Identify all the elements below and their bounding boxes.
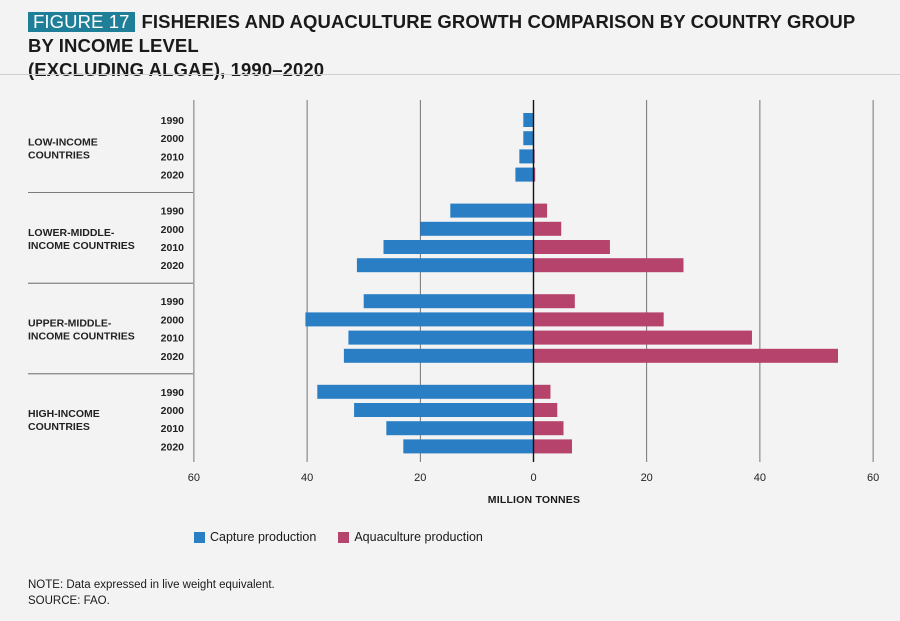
capture-bar-0-1 — [523, 131, 534, 146]
capture-bar-1-0 — [450, 203, 534, 218]
year-label-1-1: 2000 — [161, 224, 185, 236]
x-tick-label-1: 40 — [301, 472, 313, 484]
capture-bar-1-1 — [420, 221, 534, 236]
capture-bar-3-3 — [403, 439, 534, 454]
capture-bar-2-3 — [343, 348, 534, 363]
year-label-2-2: 2010 — [161, 333, 185, 345]
aquaculture-bar-3-1 — [533, 403, 558, 417]
year-label-2-3: 2020 — [161, 351, 185, 363]
figure-header: FIGURE 17 FISHERIES AND AQUACULTURE GROWT… — [28, 10, 878, 82]
x-tick-label-6: 60 — [867, 472, 879, 484]
legend-label-capture: Capture production — [210, 530, 317, 544]
aquaculture-bar-2-2 — [533, 330, 752, 345]
year-label-1-2: 2010 — [161, 242, 185, 254]
year-label-3-3: 2020 — [161, 441, 185, 453]
capture-bar-3-1 — [354, 403, 534, 417]
group-label-1-line-0: LOWER-MIDDLE- — [28, 227, 115, 239]
aquaculture-bar-3-0 — [533, 384, 551, 399]
legend-swatch-capture — [194, 531, 205, 543]
figure-badge: FIGURE 17 — [28, 12, 135, 32]
aquaculture-bar-1-3 — [533, 258, 684, 273]
capture-bar-0-2 — [519, 149, 534, 164]
capture-bar-0-0 — [523, 113, 534, 127]
figure-title: FIGURE 17 FISHERIES AND AQUACULTURE GROWT… — [28, 10, 878, 82]
group-label-3-line-0: HIGH-INCOME — [28, 408, 100, 420]
x-axis-title: MILLION TONNES — [487, 494, 581, 506]
capture-bar-1-3 — [356, 258, 534, 273]
year-label-3-2: 2010 — [161, 423, 185, 435]
capture-bar-2-1 — [305, 312, 534, 327]
x-tick-label-5: 40 — [754, 472, 766, 484]
year-label-0-0: 1990 — [161, 115, 185, 127]
year-label-1-3: 2020 — [161, 260, 185, 272]
x-tick-label-2: 20 — [414, 472, 426, 484]
x-tick-label-0: 60 — [188, 472, 200, 484]
legend-swatch-aquaculture — [338, 531, 350, 543]
aquaculture-bar-3-3 — [533, 439, 572, 454]
year-label-2-0: 1990 — [161, 296, 185, 308]
aquaculture-bar-1-0 — [533, 203, 548, 218]
group-label-2-line-0: UPPER-MIDDLE- — [28, 318, 112, 330]
year-label-3-0: 1990 — [161, 387, 185, 399]
header-divider — [0, 74, 900, 75]
year-label-0-2: 2010 — [161, 151, 185, 163]
year-label-0-1: 2000 — [161, 133, 185, 145]
source-text: SOURCE: FAO. — [28, 595, 110, 607]
aquaculture-bar-1-1 — [533, 221, 562, 236]
figure-title-line-1: FISHERIES AND AQUACULTURE GROWTH COMPARI… — [28, 11, 855, 56]
year-label-3-1: 2000 — [161, 405, 185, 417]
capture-bar-2-0 — [363, 294, 534, 309]
x-tick-label-4: 20 — [641, 472, 653, 484]
group-label-3-line-1: COUNTRIES — [28, 421, 90, 433]
aquaculture-bar-2-0 — [533, 294, 575, 309]
group-label-2-line-1: INCOME COUNTRIES — [28, 331, 135, 343]
group-label-0-line-0: LOW-INCOME — [28, 136, 98, 148]
aquaculture-bar-2-1 — [533, 312, 664, 327]
figure-notes: NOTE: Data expressed in live weight equi… — [28, 577, 275, 609]
capture-bar-0-3 — [515, 167, 534, 182]
aquaculture-bar-0-3 — [533, 167, 536, 182]
group-label-1-line-1: INCOME COUNTRIES — [28, 240, 135, 252]
legend-item-capture: Capture production — [194, 530, 316, 544]
aquaculture-bar-1-2 — [533, 240, 610, 254]
capture-bar-2-2 — [348, 330, 534, 345]
capture-bar-1-2 — [383, 240, 534, 254]
note-text: NOTE: Data expressed in live weight equi… — [28, 579, 275, 591]
legend-label-aquaculture: Aquaculture production — [354, 530, 483, 544]
x-tick-label-3: 0 — [530, 472, 536, 484]
year-label-2-1: 2000 — [161, 314, 185, 326]
legend-item-aquaculture: Aquaculture production — [338, 530, 483, 544]
capture-bar-3-0 — [317, 384, 534, 399]
year-label-1-0: 1990 — [161, 206, 185, 218]
aquaculture-bar-2-3 — [533, 348, 839, 363]
chart-legend: Capture production Aquaculture productio… — [194, 530, 505, 544]
group-label-0-line-1: COUNTRIES — [28, 149, 90, 161]
capture-bar-3-2 — [386, 421, 534, 436]
year-label-0-3: 2020 — [161, 170, 185, 182]
aquaculture-bar-3-2 — [533, 421, 564, 436]
